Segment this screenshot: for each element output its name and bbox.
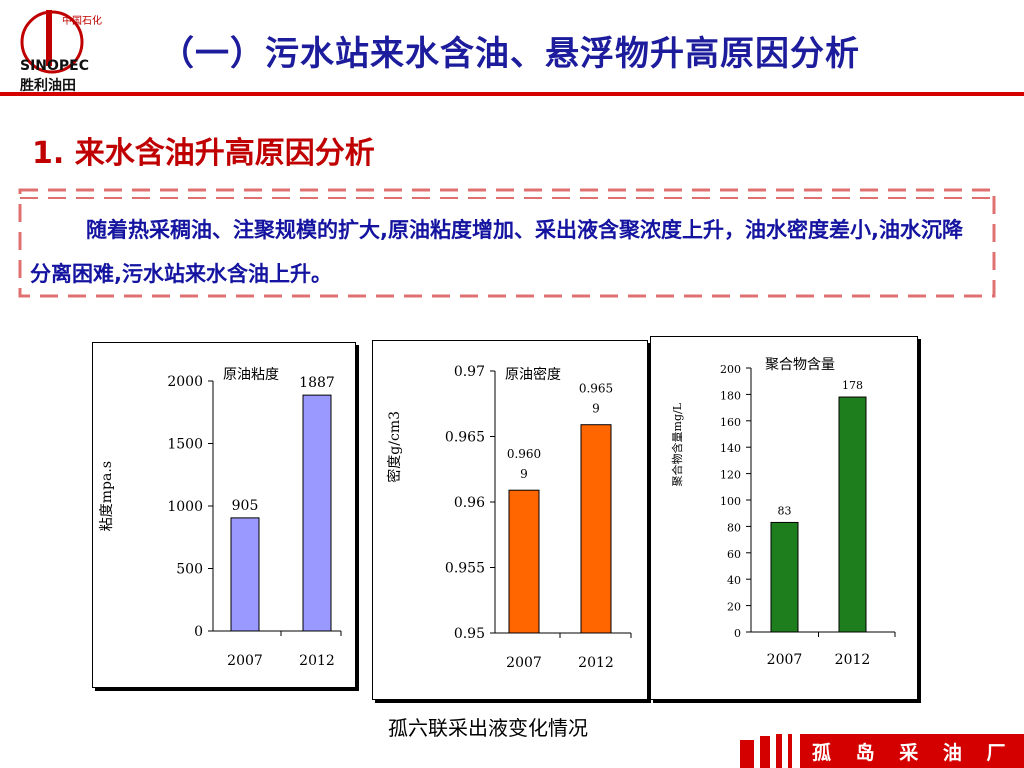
y-tick-label: 20 xyxy=(727,601,741,614)
chart-caption: 孤六联采出液变化情况 xyxy=(388,716,588,740)
data-label: 0.960 xyxy=(507,447,541,461)
y-tick-label: 140 xyxy=(720,442,741,455)
y-tick-label: 200 xyxy=(720,363,741,376)
bar-2012 xyxy=(838,396,867,633)
logo-text-bottom: 胜利油田 xyxy=(20,77,76,94)
y-tick-label: 1500 xyxy=(167,437,203,453)
y-axis-label: 粘度mpa.s xyxy=(99,461,115,531)
data-label: 9 xyxy=(520,467,528,481)
y-axis-label: 聚合物含量mg/L xyxy=(670,402,684,486)
y-tick-label: 1000 xyxy=(167,499,203,515)
header-divider xyxy=(0,92,1024,96)
legend-label: 原油密度 xyxy=(505,366,561,383)
chart-density-svg: 0.95 0.955 0.96 0.965 0.97 0.960 9 2007 0.965 9 20… xyxy=(386,364,632,671)
x-tick-label: 2007 xyxy=(506,655,542,671)
section-title: 1. 来水含油升高原因分析 xyxy=(32,136,375,171)
x-tick-label: 2007 xyxy=(767,652,803,668)
data-label: 1887 xyxy=(299,375,335,391)
chart-polymer: 0 20 40 60 80 100 120 140 160 180 200 83 2007 178 2012… xyxy=(650,336,918,700)
footer-label: 孤 岛 采 油 厂 xyxy=(812,742,1015,764)
data-label: 178 xyxy=(842,379,863,392)
logo-text-mid: SINOPEC xyxy=(20,58,89,74)
y-tick-label: 0.96 xyxy=(454,495,485,511)
note-text: 随着热采稠油、注聚规模的扩大,原油粘度增加、采出液含聚浓度上升，油水密度差小,油… xyxy=(30,218,963,286)
y-tick-label: 100 xyxy=(720,495,741,508)
y-tick-label: 2000 xyxy=(167,374,203,390)
y-tick-label: 0.95 xyxy=(454,626,485,642)
y-tick-label: 500 xyxy=(176,562,203,578)
x-tick-label: 2007 xyxy=(227,653,263,669)
bar-2007 xyxy=(230,517,260,632)
chart-polymer-svg: 0 20 40 60 80 100 120 140 160 180 200 83 2007 178 2012… xyxy=(670,357,896,668)
y-axis-label: 密度g/cm3 xyxy=(386,411,403,483)
page-title: （一）污水站来水含油、悬浮物升高原因分析 xyxy=(160,34,860,74)
footer-bar xyxy=(740,734,1024,768)
y-tick-label: 40 xyxy=(727,574,741,587)
logo-text-top: 中国石化 xyxy=(62,14,102,27)
chart-density: 0.95 0.955 0.96 0.965 0.97 0.960 9 2007 0.965 9 20… xyxy=(372,340,648,700)
y-tick-label: 80 xyxy=(727,521,741,534)
legend-label: 原油粘度 xyxy=(223,367,279,383)
y-tick-label: 0.965 xyxy=(445,430,485,446)
sinopec-logo: 中国石化 SINOPEC 胜利油田 xyxy=(20,10,102,94)
data-label: 905 xyxy=(232,498,259,514)
y-tick-label: 120 xyxy=(720,469,741,482)
data-label: 83 xyxy=(778,504,792,517)
bar-2012 xyxy=(302,394,332,632)
chart-viscosity: 0 500 1000 1500 2000 905 2007 1887 2012 原油粘度粘度mpa… xyxy=(92,342,356,688)
y-tick-label: 180 xyxy=(720,389,741,402)
y-tick-label: 60 xyxy=(727,548,741,561)
x-tick-label: 2012 xyxy=(299,653,335,669)
legend-label: 聚合物含量 xyxy=(765,357,835,373)
y-tick-label: 0 xyxy=(194,624,203,640)
chart-viscosity-svg: 0 500 1000 1500 2000 905 2007 1887 2012 原油粘度粘度mpa… xyxy=(99,367,342,669)
bar-2007 xyxy=(508,489,540,634)
x-tick-label: 2012 xyxy=(835,652,871,668)
data-label: 9 xyxy=(592,402,600,416)
y-tick-label: 160 xyxy=(720,416,741,429)
x-tick-label: 2012 xyxy=(578,655,614,671)
y-tick-label: 0.955 xyxy=(445,561,485,577)
y-tick-label: 0.97 xyxy=(454,364,485,380)
note-box xyxy=(18,186,998,300)
y-tick-label: 0 xyxy=(734,627,741,640)
bar-2007 xyxy=(770,521,799,633)
bar-2012 xyxy=(580,424,612,634)
note-box-border xyxy=(18,188,996,298)
logo-stroke xyxy=(46,10,52,66)
data-label: 0.965 xyxy=(579,382,613,396)
